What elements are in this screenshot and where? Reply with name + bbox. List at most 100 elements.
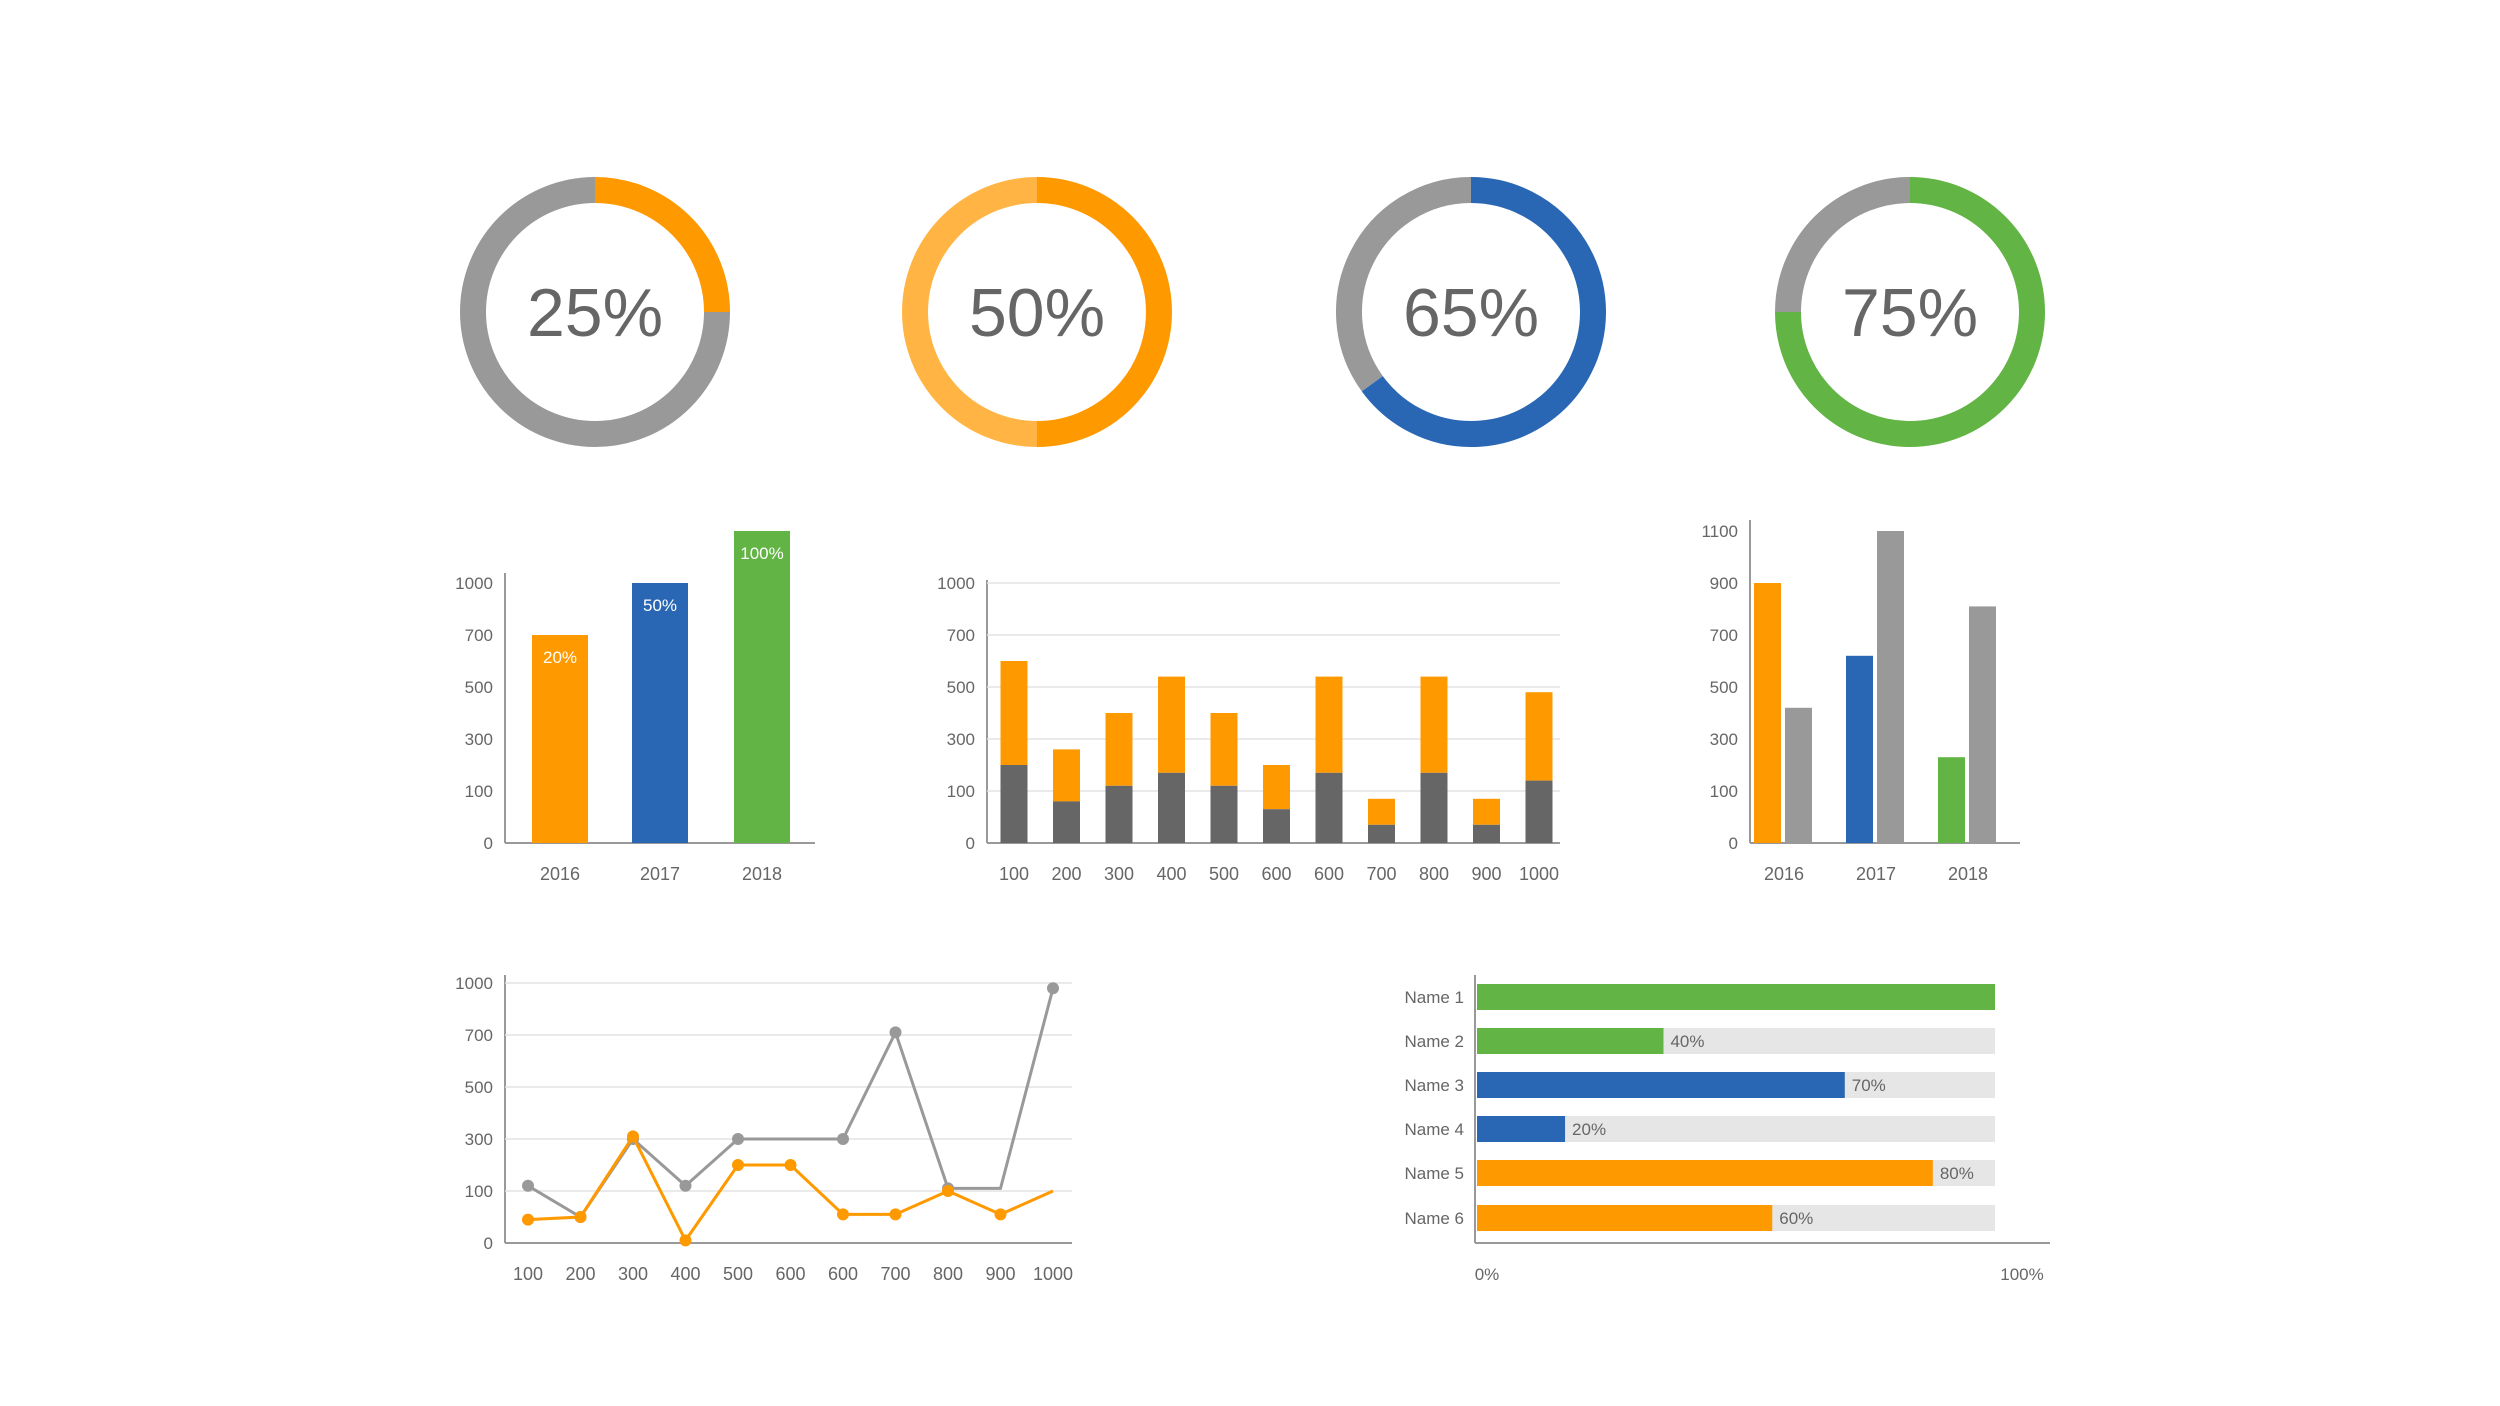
donut-rest-arc <box>1775 177 1911 313</box>
y-tick-label: 500 <box>465 1078 493 1097</box>
x-tick-label: 600 <box>775 1264 805 1284</box>
y-tick-label: 100 <box>465 1182 493 1201</box>
y-tick-label: 1000 <box>455 974 493 993</box>
y-tick-label: 900 <box>1710 574 1738 593</box>
x-tick-label: 200 <box>1051 864 1081 884</box>
bar <box>1477 1028 1664 1054</box>
donut-rest-arc <box>460 177 730 447</box>
bar-segment-bottom <box>1210 785 1238 843</box>
y-tick-label: 500 <box>947 678 975 697</box>
donut-rest-arc <box>1336 177 1472 392</box>
bar-segment-bottom <box>1158 772 1185 843</box>
bar <box>1877 531 1904 843</box>
x-tick-label: 2016 <box>540 864 580 884</box>
grouped-bar-chart: 0 100 300 500 700 900 1100 2016 2017 2018 <box>1701 520 2020 884</box>
bar-data-label: 50% <box>643 596 677 615</box>
y-tick-label: 0 <box>1729 834 1738 853</box>
y-tick-label: 100 <box>1710 782 1738 801</box>
x-tick-label: 600 <box>828 1264 858 1284</box>
bar <box>734 531 790 843</box>
x-tick-label: 200 <box>565 1264 595 1284</box>
x-tick-label: 2018 <box>742 864 782 884</box>
x-tick-label: 300 <box>1104 864 1134 884</box>
bar-data-label: 20% <box>543 648 577 667</box>
x-tick-label: 800 <box>1419 864 1449 884</box>
bar-segment-top <box>1315 676 1343 773</box>
horizontal-bar-chart: Name 1 Name 2 40% Name 3 70% Name 4 20% Name 5 8… <box>1404 975 2050 1284</box>
x-tick-label: 700 <box>880 1264 910 1284</box>
x-tick-label: 2016 <box>1764 864 1804 884</box>
bar-data-label: 80% <box>1940 1164 1974 1183</box>
series-point <box>837 1208 849 1221</box>
x-tick-label: 600 <box>1314 864 1344 884</box>
y-tick-label: 700 <box>1710 626 1738 645</box>
y-tick-label: 100 <box>465 782 493 801</box>
y-tick-label: 300 <box>465 1130 493 1149</box>
bar-segment-bottom <box>1315 772 1343 843</box>
bar-data-label: 100% <box>740 544 783 563</box>
x-tick-label: 700 <box>1366 864 1396 884</box>
bar-segment-top <box>1525 692 1553 781</box>
bar-segment-bottom <box>1473 824 1500 843</box>
y-tick-label: 0 <box>484 1234 493 1253</box>
bar <box>1477 984 1995 1010</box>
stacked-bar-chart: 0 100 300 500 700 1000 100 200 300 400 500 600 600 70… <box>937 574 1560 884</box>
x-tick-label: 900 <box>1471 864 1501 884</box>
bar <box>1938 757 1965 843</box>
bar-segment-bottom <box>1263 809 1290 843</box>
y-tick-label: 1000 <box>937 574 975 593</box>
bar <box>1477 1160 1933 1186</box>
bar-segment-top <box>1158 676 1185 773</box>
bar <box>632 583 688 843</box>
series-point <box>732 1133 744 1145</box>
bar-segment-top <box>1000 661 1028 765</box>
x-tick-label: 400 <box>1156 864 1186 884</box>
bar <box>1969 606 1996 843</box>
donut-row: 25% 50% 65% 75% <box>460 177 2045 447</box>
bar-segment-top <box>1105 713 1133 786</box>
x-tick-label: 1000 <box>1033 1264 1073 1284</box>
bar-segment-top <box>1420 676 1448 773</box>
y-tick-label: 0 <box>966 834 975 853</box>
bar <box>1785 707 1812 843</box>
bar <box>1754 583 1781 843</box>
y-tick-label: 0 <box>484 834 493 853</box>
y-tick-label: Name 6 <box>1404 1209 1464 1228</box>
series-point <box>522 1213 534 1226</box>
donut-label: 65% <box>1403 275 1539 351</box>
x-tick-label: 600 <box>1261 864 1291 884</box>
x-tick-label: 900 <box>985 1264 1015 1284</box>
donut-rest-arc <box>902 177 1038 447</box>
y-tick-label: 700 <box>465 1026 493 1045</box>
y-tick-label: 1000 <box>455 574 493 593</box>
bar-segment-top <box>1263 765 1290 810</box>
y-tick-label: 300 <box>947 730 975 749</box>
series-point <box>784 1159 797 1171</box>
y-tick-label: 100 <box>947 782 975 801</box>
y-tick-label: 700 <box>947 626 975 645</box>
x-tick-label: 2018 <box>1948 864 1988 884</box>
line-chart: 0 100 300 500 700 1000 100 200 300 400 500 600 600 70… <box>455 974 1073 1284</box>
donut-value-arc <box>1775 177 2045 447</box>
donut-label: 25% <box>527 275 663 351</box>
x-tick-label: 500 <box>723 1264 753 1284</box>
x-tick-label: 300 <box>618 1264 648 1284</box>
bar <box>532 635 588 843</box>
donut-value-arc <box>1036 177 1172 447</box>
bar <box>1477 1072 1845 1098</box>
bar <box>1477 1205 1773 1231</box>
bar-data-label: 40% <box>1670 1032 1704 1051</box>
donut-value-arc <box>1361 177 1606 447</box>
y-tick-label: 1100 <box>1701 522 1738 541</box>
bar-segment-top <box>1210 713 1238 786</box>
bar <box>1846 655 1873 843</box>
x-tick-label: 100% <box>2000 1265 2043 1284</box>
y-tick-label: Name 3 <box>1404 1076 1464 1095</box>
series-point <box>889 1208 902 1221</box>
series-point <box>679 1179 692 1192</box>
donut-value-arc <box>594 177 730 313</box>
x-tick-label: 400 <box>670 1264 700 1284</box>
y-tick-label: 700 <box>465 626 493 645</box>
bar-segment-bottom <box>1368 824 1395 843</box>
